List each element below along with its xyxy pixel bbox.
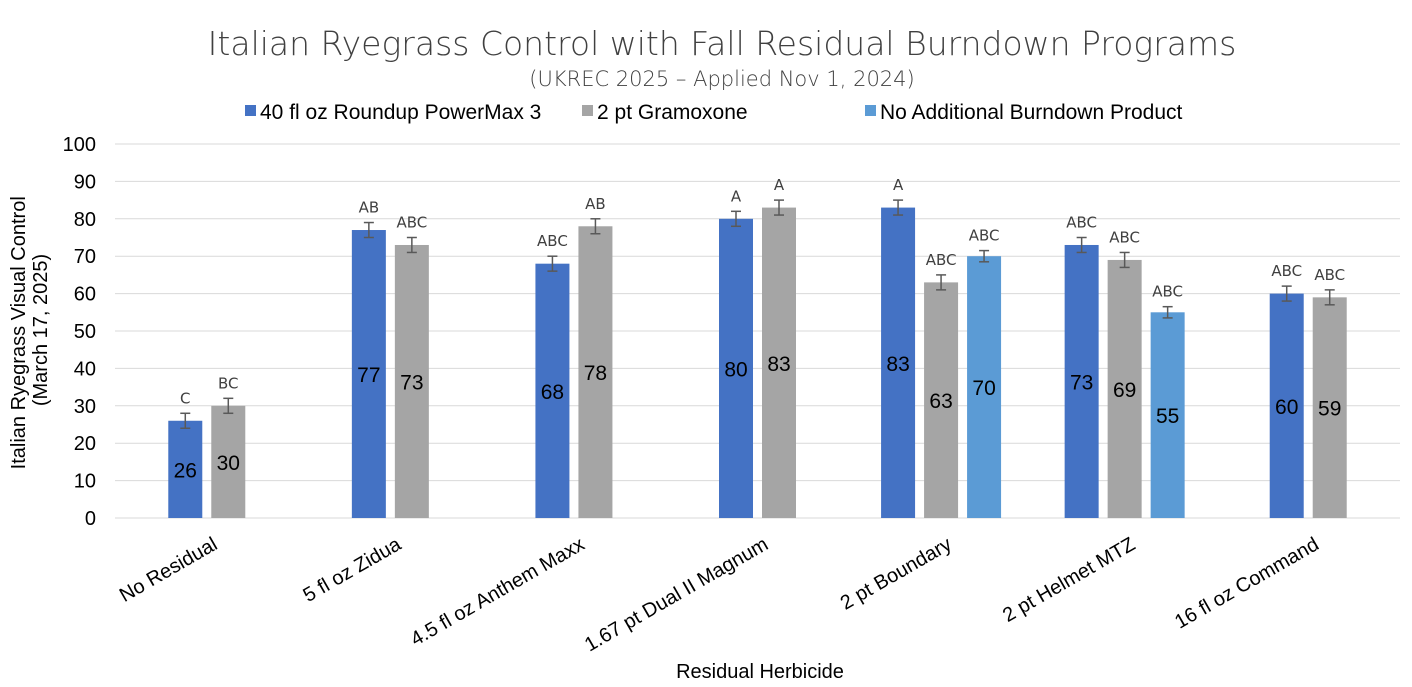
x-category-label: 2 pt Boundary [837, 533, 956, 614]
x-category-label: 5 fl oz Zidua [300, 533, 406, 607]
legend-label: 2 pt Gramoxone [597, 101, 748, 124]
data-label: 59 [1318, 398, 1341, 421]
chart-title: Italian Ryegrass Control with Fall Resid… [208, 24, 1237, 63]
y-tick-label: 40 [74, 358, 96, 380]
y-tick-label: 20 [74, 433, 96, 455]
data-label: 73 [1070, 371, 1093, 394]
significance-letter: A [731, 187, 742, 205]
y-axis-ticks: 0 10 20 30 40 50 60 70 80 90 100 [63, 134, 96, 530]
y-axis-title: Italian Ryegrass Visual Control (March 1… [8, 191, 52, 470]
bar [168, 420, 203, 518]
data-label: 70 [972, 377, 995, 400]
bar [578, 226, 613, 518]
bar [1107, 259, 1142, 518]
legend-label: No Additional Burndown Product [880, 101, 1183, 124]
legend: 40 fl oz Roundup PowerMax 3 2 pt Gramoxon… [245, 101, 1183, 124]
significance-letter: ABC [1066, 214, 1097, 232]
significance-letter: AB [585, 195, 606, 213]
gridlines [115, 143, 1400, 519]
bar [1269, 293, 1304, 518]
bar [762, 207, 796, 518]
significance-letter: A [893, 176, 904, 194]
data-label: 55 [1156, 405, 1179, 428]
bars: C 26 BC 30 AB 77 ABC 73 ABC 68 AB 78 A 80 A 83 A 83 ABC 63 A… [168, 176, 1347, 519]
x-axis-title: Residual Herbicide [676, 661, 844, 683]
bar [1312, 297, 1347, 518]
y-axis-title-line-1: Italian Ryegrass Visual Control [8, 196, 30, 469]
y-tick-label: 80 [74, 209, 96, 231]
x-category-label: 4.5 fl oz Anthem Maxx [407, 533, 588, 650]
legend-label: 40 fl oz Roundup PowerMax 3 [260, 101, 541, 124]
y-axis-title-line-2: (March 17, 2025) [30, 254, 52, 406]
data-label: 77 [357, 364, 380, 387]
significance-letter: ABC [926, 251, 957, 269]
y-tick-label: 60 [74, 284, 96, 306]
data-label: 26 [174, 459, 197, 482]
y-tick-label: 50 [74, 321, 96, 343]
significance-letter: ABC [1271, 262, 1302, 280]
data-label: 30 [217, 452, 240, 475]
legend-swatch [582, 105, 593, 116]
significance-letter: A [774, 176, 785, 194]
data-label: 73 [400, 371, 423, 394]
significance-letter: AB [359, 199, 380, 217]
y-tick-label: 30 [74, 396, 96, 418]
legend-swatch [245, 105, 256, 116]
bar [924, 282, 959, 518]
y-tick-label: 70 [74, 246, 96, 268]
x-category-label: No Residual [116, 533, 221, 607]
x-category-label: 2 pt Helmet MTZ [999, 533, 1139, 627]
significance-letter: ABC [537, 232, 568, 250]
data-label: 69 [1113, 379, 1136, 402]
significance-letter: BC [218, 374, 239, 392]
y-tick-label: 0 [85, 508, 96, 530]
bar [967, 256, 1002, 518]
data-label: 60 [1275, 396, 1298, 419]
bar [211, 405, 246, 518]
significance-letter: ABC [396, 214, 427, 232]
bar [351, 230, 386, 518]
y-tick-label: 100 [63, 134, 96, 156]
bar [394, 244, 429, 519]
x-category-label: 1.67 pt Dual II Magnum [581, 533, 772, 656]
bar [1150, 312, 1185, 518]
bar [1064, 244, 1099, 519]
x-axis-categories: No Residual 5 fl oz Zidua 4.5 fl oz Anthem… [116, 533, 1323, 656]
data-label: 68 [541, 381, 564, 404]
data-label: 78 [584, 362, 607, 385]
significance-letter: ABC [1109, 228, 1140, 246]
y-tick-label: 10 [74, 471, 96, 493]
bar [535, 263, 570, 518]
y-tick-label: 90 [74, 171, 96, 193]
data-label: 83 [886, 353, 909, 376]
bar [881, 207, 916, 518]
significance-letter: ABC [969, 227, 1000, 245]
significance-letter: ABC [1314, 266, 1345, 284]
data-label: 80 [724, 358, 747, 381]
significance-letter: C [180, 389, 190, 407]
significance-letter: ABC [1152, 283, 1183, 301]
bar [719, 218, 753, 519]
data-label: 63 [929, 390, 952, 413]
chart-subtitle: (UKREC 2025 – Applied Nov 1, 2024) [529, 67, 914, 91]
x-category-label: 16 fl oz Command [1171, 533, 1323, 633]
data-label: 83 [767, 353, 790, 376]
legend-swatch [865, 105, 876, 116]
